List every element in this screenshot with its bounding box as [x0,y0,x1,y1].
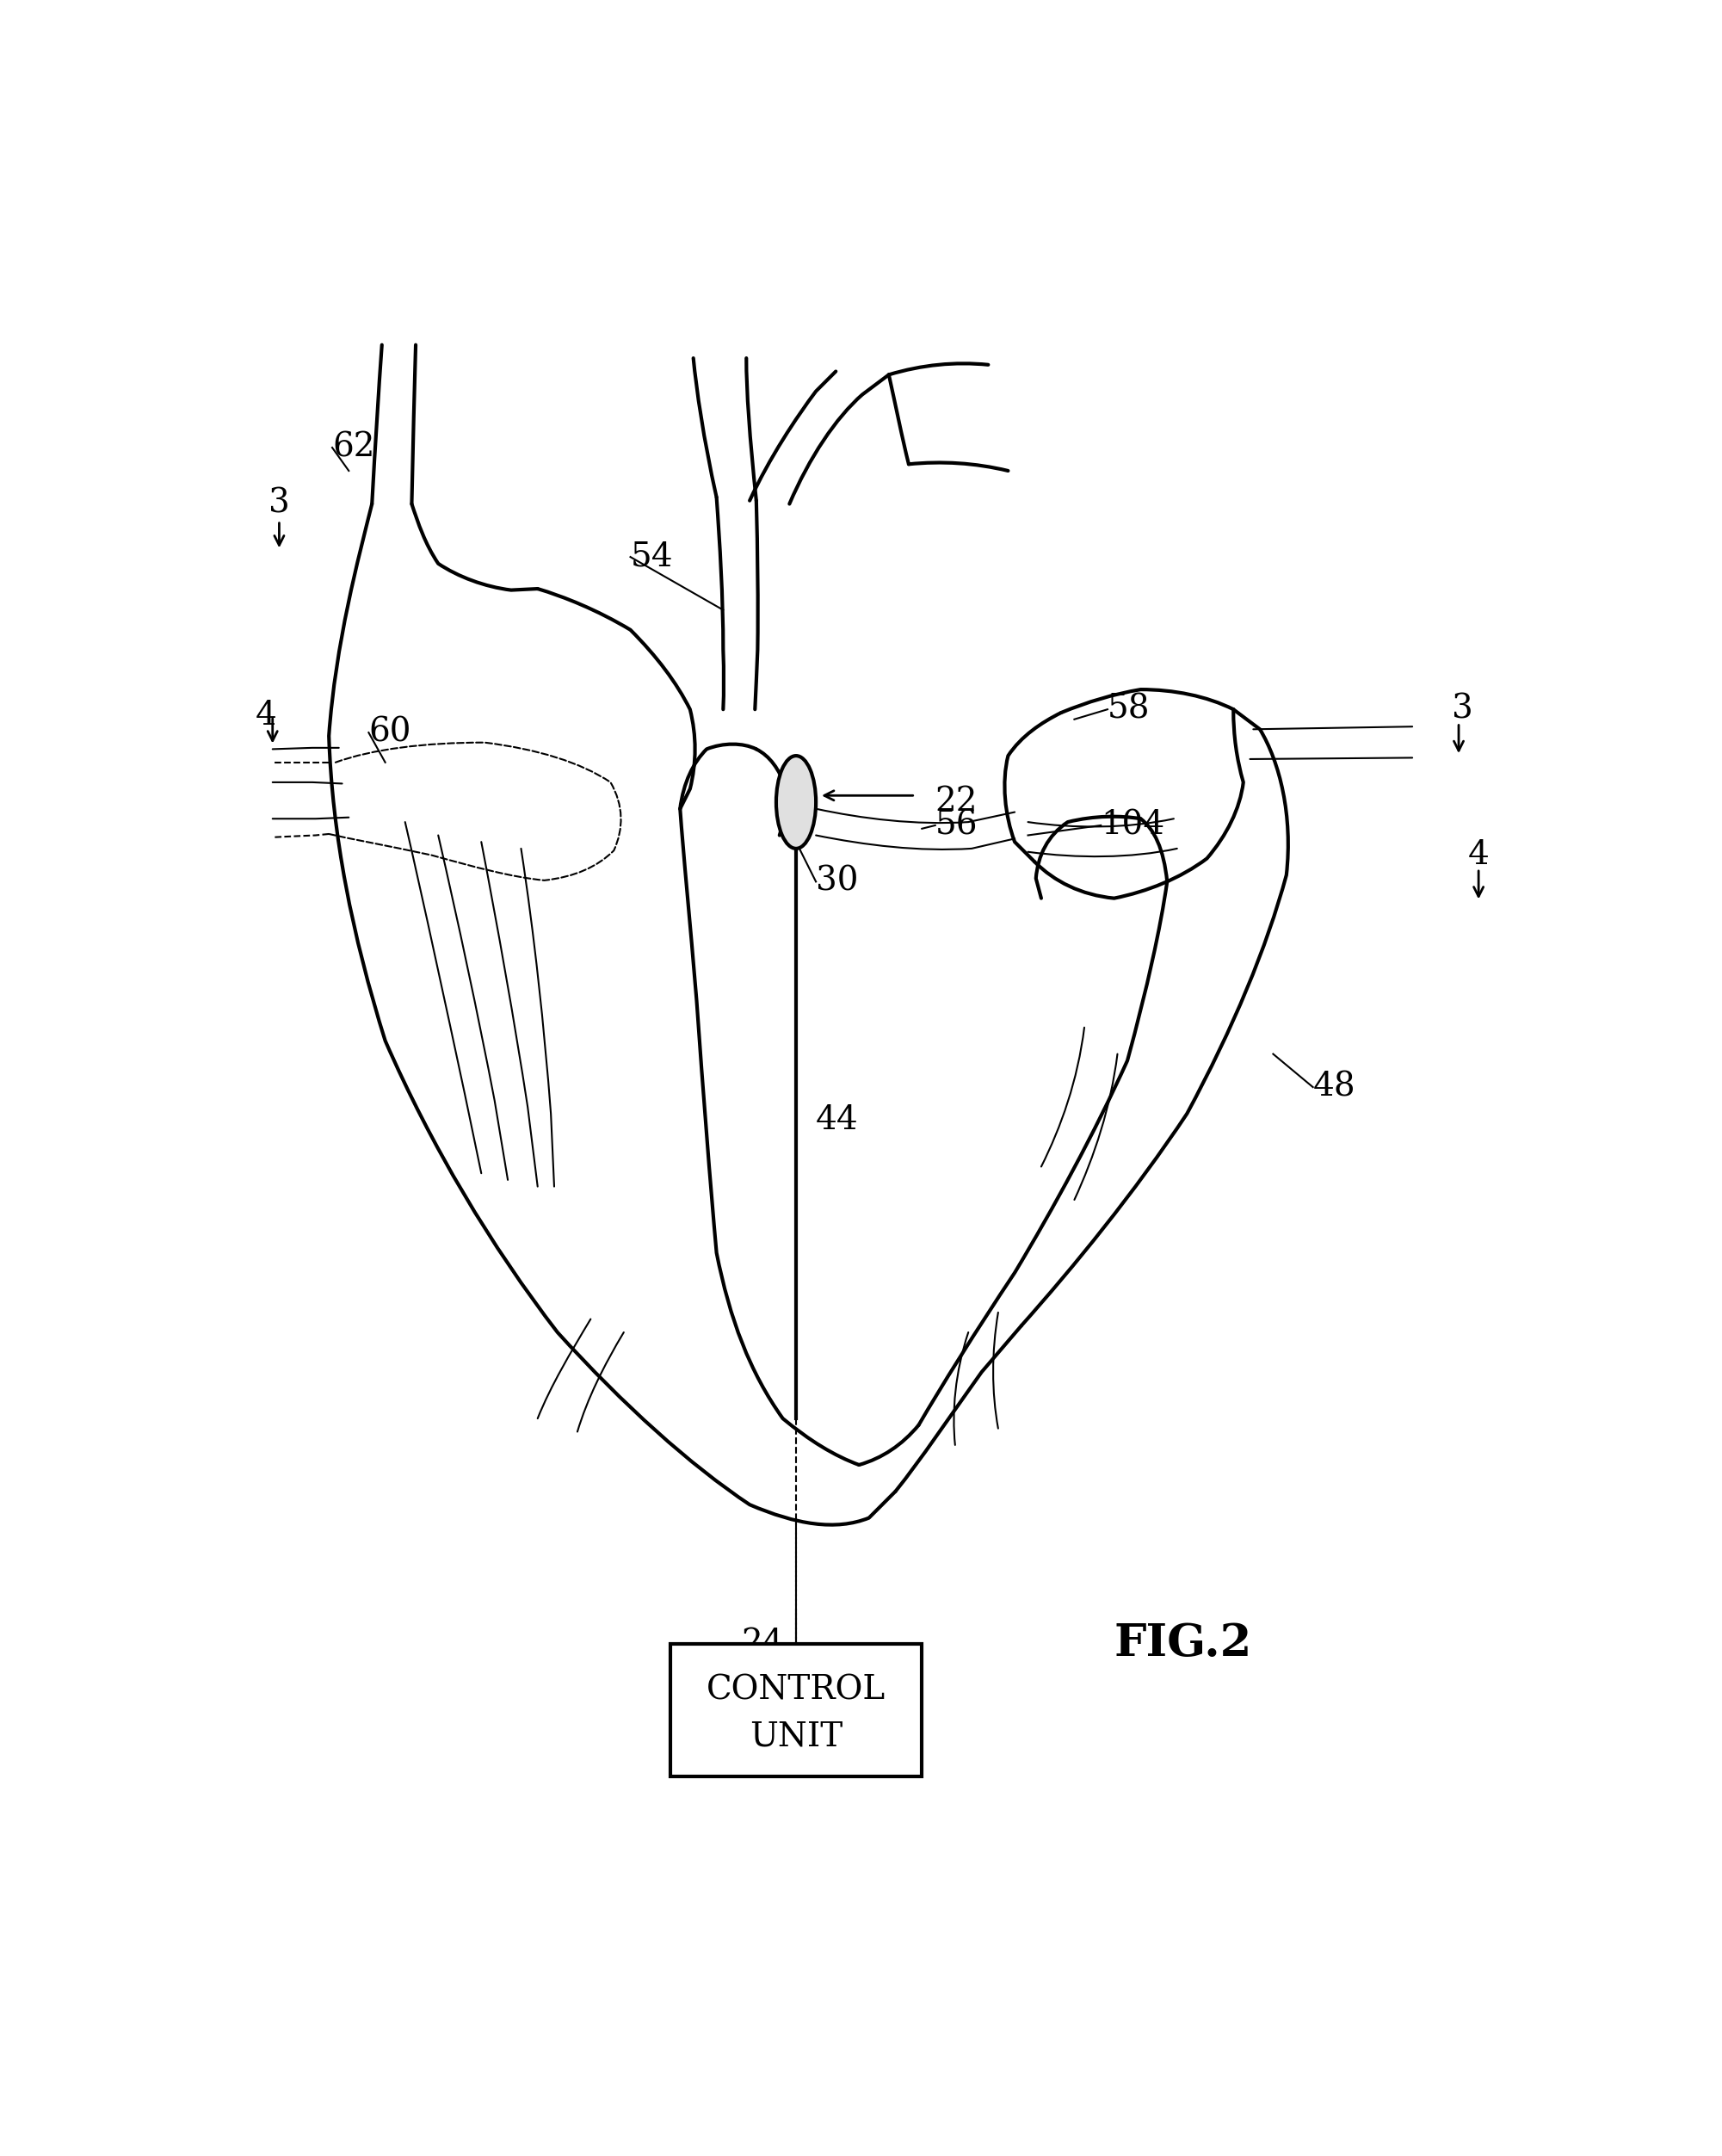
Text: 24: 24 [742,1628,784,1660]
Text: 54: 54 [630,541,673,573]
Text: 3: 3 [1452,694,1472,724]
Bar [670,1643,921,1777]
Text: 56: 56 [935,808,978,841]
Text: 62: 62 [332,431,375,464]
Text: 30: 30 [816,867,859,897]
Text: 4: 4 [1467,839,1490,871]
Text: 104: 104 [1100,808,1164,841]
Text: 58: 58 [1107,694,1150,724]
Text: 3: 3 [269,487,289,520]
Text: UNIT: UNIT [749,1720,842,1753]
Text: FIG.2: FIG.2 [1114,1621,1252,1667]
Text: 4: 4 [255,701,277,731]
Text: 60: 60 [369,716,412,748]
Text: 22: 22 [935,787,978,817]
Ellipse shape [777,757,816,849]
Text: 48: 48 [1312,1072,1355,1104]
Text: CONTROL: CONTROL [706,1675,885,1705]
Text: 44: 44 [816,1104,859,1136]
